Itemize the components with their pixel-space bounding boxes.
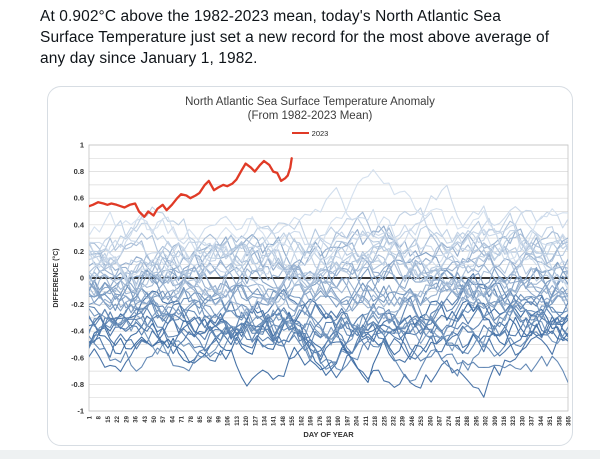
svg-text:295: 295 (474, 415, 480, 426)
svg-text:1: 1 (88, 415, 94, 419)
svg-text:29: 29 (124, 415, 130, 422)
legend-2023-line-swatch (291, 132, 309, 134)
svg-text:-0.6: -0.6 (71, 353, 84, 362)
svg-text:8: 8 (97, 415, 103, 419)
svg-text:DIFFERENCE (°C): DIFFERENCE (°C) (52, 248, 60, 307)
svg-text:DAY OF YEAR: DAY OF YEAR (303, 430, 354, 439)
svg-text:281: 281 (456, 415, 462, 426)
svg-text:-0.4: -0.4 (71, 327, 85, 336)
svg-text:36: 36 (134, 415, 140, 422)
svg-text:344: 344 (539, 415, 545, 426)
svg-text:162: 162 (299, 415, 305, 426)
svg-text:0.6: 0.6 (74, 194, 84, 203)
svg-text:232: 232 (391, 415, 397, 426)
svg-text:99: 99 (216, 415, 222, 422)
svg-text:127: 127 (253, 415, 259, 426)
svg-text:365: 365 (567, 415, 573, 426)
svg-text:0.2: 0.2 (74, 247, 84, 256)
svg-text:204: 204 (355, 415, 361, 426)
chart-legend: 2023 (48, 128, 572, 138)
svg-text:302: 302 (484, 415, 490, 426)
svg-text:134: 134 (263, 415, 269, 426)
chart-title: North Atlantic Sea Surface Temperature A… (185, 96, 435, 108)
svg-text:106: 106 (226, 415, 232, 426)
svg-text:288: 288 (465, 415, 471, 426)
svg-text:64: 64 (170, 415, 176, 422)
svg-text:274: 274 (447, 415, 453, 426)
svg-text:351: 351 (548, 415, 554, 426)
post-text-line-3: any day since January 1, 1982. (40, 50, 258, 67)
svg-text:50: 50 (152, 415, 158, 422)
svg-text:-0.8: -0.8 (71, 380, 84, 389)
svg-text:190: 190 (336, 415, 342, 426)
post-text: At 0.902°C above the 1982-2023 mean, tod… (40, 6, 580, 69)
page-footer-strip (0, 450, 600, 459)
chart-card: North Atlantic Sea Surface Temperature A… (47, 86, 573, 446)
chart-subtitle: (From 1982-2023 Mean) (247, 110, 373, 122)
svg-text:246: 246 (410, 415, 416, 426)
sst-anomaly-line-chart: -1 -0.8 -0.6 -0.4 -0.2 0 0.2 0.4 0.6 0.8 1 DIFFEREN… (52, 141, 573, 440)
svg-text:358: 358 (557, 415, 563, 426)
svg-text:141: 141 (272, 415, 278, 426)
svg-text:176: 176 (318, 415, 324, 426)
svg-text:309: 309 (493, 415, 499, 426)
svg-text:113: 113 (235, 415, 241, 425)
svg-text:85: 85 (198, 415, 204, 422)
svg-text:0.8: 0.8 (74, 167, 84, 176)
svg-text:169: 169 (309, 415, 315, 426)
svg-text:-1: -1 (77, 407, 84, 416)
svg-text:330: 330 (520, 415, 526, 426)
svg-text:148: 148 (281, 415, 287, 426)
svg-text:337: 337 (530, 415, 536, 426)
svg-text:225: 225 (382, 415, 388, 426)
legend-2023-label: 2023 (311, 128, 329, 138)
svg-text:92: 92 (207, 415, 213, 422)
svg-text:57: 57 (161, 415, 167, 422)
svg-text:267: 267 (438, 415, 444, 426)
svg-text:323: 323 (511, 415, 517, 426)
svg-text:-0.2: -0.2 (71, 300, 84, 309)
post-text-line-1: At 0.902°C above the 1982-2023 mean, tod… (40, 8, 501, 25)
svg-text:22: 22 (115, 415, 121, 422)
svg-text:239: 239 (401, 415, 407, 426)
svg-text:155: 155 (290, 415, 296, 426)
svg-text:197: 197 (345, 415, 351, 426)
svg-text:0.4: 0.4 (74, 220, 85, 229)
svg-text:253: 253 (419, 415, 425, 426)
svg-text:78: 78 (189, 415, 195, 422)
svg-text:15: 15 (106, 415, 112, 422)
svg-text:71: 71 (180, 415, 186, 422)
svg-text:120: 120 (244, 415, 250, 426)
svg-text:211: 211 (364, 415, 370, 425)
svg-text:316: 316 (502, 415, 508, 426)
svg-text:43: 43 (143, 415, 149, 422)
svg-text:260: 260 (428, 415, 434, 426)
svg-text:1: 1 (80, 141, 84, 150)
svg-text:218: 218 (373, 415, 379, 426)
svg-text:0: 0 (80, 274, 84, 283)
svg-text:183: 183 (327, 415, 333, 426)
post-text-line-2: Surface Temperature just set a new recor… (40, 29, 550, 46)
